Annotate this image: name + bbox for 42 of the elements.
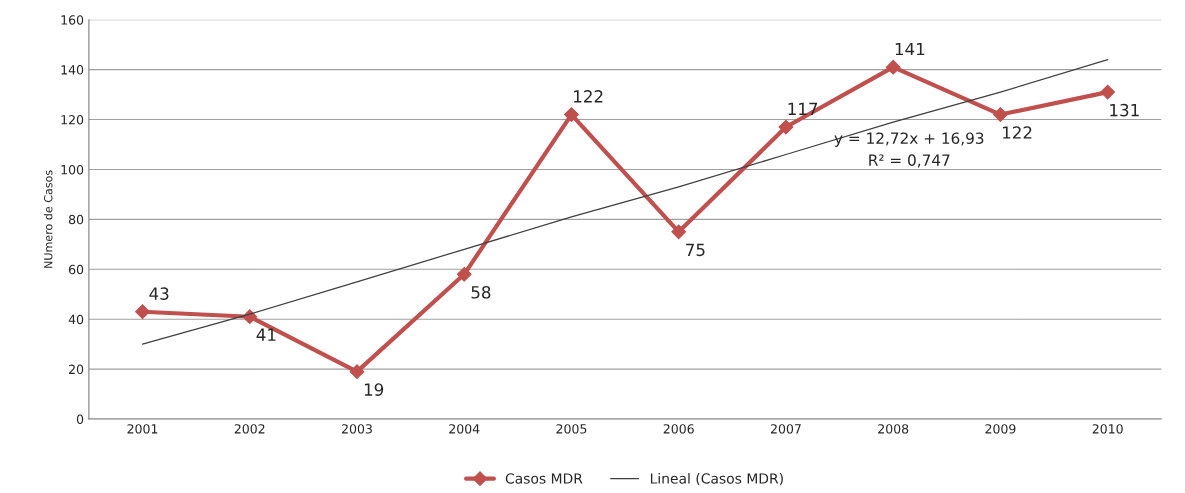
- y-tick-label: 20: [69, 364, 84, 375]
- x-tick-label: 2005: [556, 424, 587, 434]
- point: [564, 107, 579, 122]
- y-tick-label: 140: [61, 65, 84, 75]
- x-tick-label: 2003: [341, 424, 372, 434]
- y-tick-label: 160: [61, 15, 84, 25]
- point: [885, 59, 901, 75]
- x-tick-label: 2008: [878, 424, 909, 434]
- data-label: 41: [256, 328, 276, 341]
- data-label: 43: [149, 287, 169, 300]
- x-tick-label: 2004: [449, 424, 480, 434]
- x-tick-label: 2010: [1092, 424, 1123, 434]
- legend-label: Lineal (Casos MDR): [650, 472, 783, 486]
- x-tick-label: 2009: [985, 424, 1016, 434]
- point: [778, 119, 794, 135]
- point: [1100, 84, 1116, 100]
- data-label: 117: [788, 102, 818, 115]
- point: [456, 266, 472, 282]
- y-tick-label: 40: [68, 314, 84, 325]
- data-label: 141: [895, 42, 925, 56]
- point: [993, 107, 1008, 122]
- point: [349, 364, 365, 380]
- x-tick-label: 2002: [234, 424, 265, 434]
- x-tick-label: 2001: [127, 424, 158, 434]
- data-label: 122: [574, 90, 603, 103]
- y-tick-label: 80: [68, 214, 84, 225]
- data-label: 19: [364, 383, 384, 396]
- annotation: R² = 0,747: [869, 154, 950, 168]
- y-tick-label: 100: [61, 164, 84, 175]
- y-axis-title: NUmero de Casos: [43, 170, 53, 268]
- x-tick-label: 2007: [770, 424, 801, 434]
- y-tick-label: 60: [68, 264, 84, 275]
- point: [135, 304, 150, 320]
- x-tick-label: 2006: [663, 424, 694, 434]
- y-tick-label: 120: [61, 115, 84, 125]
- data-label: 122: [1003, 126, 1032, 139]
- data-label: 58: [471, 285, 491, 299]
- legend-label: Casos MDR: [505, 473, 583, 484]
- data-label: 75: [686, 243, 705, 257]
- point: [671, 224, 687, 240]
- data-label: 131: [1110, 103, 1139, 117]
- y-tick-label: 0: [76, 414, 84, 424]
